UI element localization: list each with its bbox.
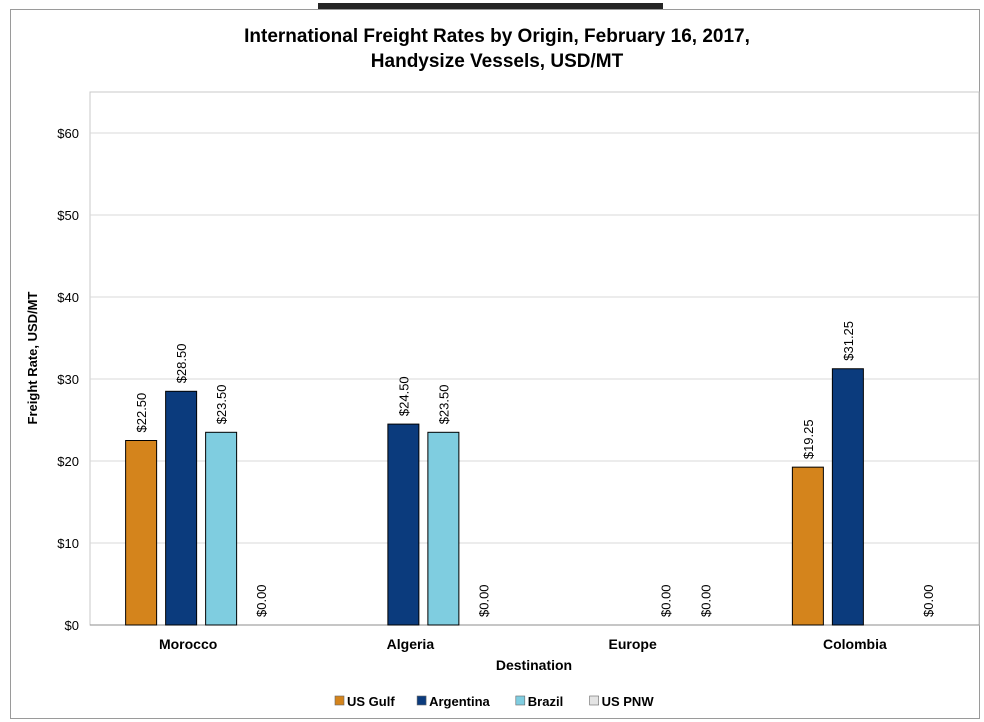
legend-swatch xyxy=(589,695,599,706)
plot-area: $0 $10 $20 $30 $40 $50 $60 Morocco $22.50 $28.50 $… xyxy=(57,91,980,652)
x-axis-title: Destination xyxy=(496,657,572,673)
legend-label: Argentina xyxy=(429,694,490,709)
category-label: Algeria xyxy=(387,636,435,652)
data-label: $31.25 xyxy=(841,321,856,361)
legend: US Gulf Argentina Brazil US PNW xyxy=(334,694,655,709)
y-tick-label: $20 xyxy=(57,454,79,469)
bar xyxy=(125,440,158,626)
legend-label: Brazil xyxy=(528,694,563,709)
data-label: $0.00 xyxy=(921,584,936,617)
data-label: $24.50 xyxy=(396,376,411,416)
legend-label: US Gulf xyxy=(347,694,395,709)
legend-swatch xyxy=(515,695,526,706)
y-tick-label: $40 xyxy=(57,290,79,305)
data-label: $0.00 xyxy=(476,584,491,617)
cropped-header-glyphs xyxy=(318,3,663,9)
bar xyxy=(427,431,460,626)
bar xyxy=(831,368,864,626)
y-tick-label: $50 xyxy=(57,208,79,223)
data-label: $0.00 xyxy=(699,584,714,617)
category-label: Morocco xyxy=(159,636,217,652)
chart-title-line2: Handysize Vessels, USD/MT xyxy=(371,51,624,72)
data-label: $19.25 xyxy=(801,419,816,459)
legend-swatch xyxy=(416,695,427,706)
bar xyxy=(165,390,198,626)
bar xyxy=(387,423,420,626)
data-label: $22.50 xyxy=(134,393,149,433)
legend-label: US PNW xyxy=(602,694,655,709)
legend-swatch xyxy=(334,695,345,706)
data-label: $23.50 xyxy=(214,385,229,425)
data-label: $0.00 xyxy=(659,584,674,617)
data-label: $0.00 xyxy=(254,584,269,617)
y-axis-title: Freight Rate, USD/MT xyxy=(25,291,40,424)
data-label: $28.50 xyxy=(174,344,189,384)
bar xyxy=(205,431,238,626)
y-tick-label: $30 xyxy=(57,372,79,387)
data-label: $23.50 xyxy=(436,385,451,425)
y-tick-label: $0 xyxy=(65,618,79,633)
chart-title-line1: International Freight Rates by Origin, F… xyxy=(244,26,750,47)
y-tick-label: $60 xyxy=(57,126,79,141)
cropped-header-artifact xyxy=(0,0,984,10)
bar xyxy=(791,466,824,626)
y-tick-label: $10 xyxy=(57,536,79,551)
category-label: Europe xyxy=(609,636,657,652)
category-label: Colombia xyxy=(823,636,887,652)
